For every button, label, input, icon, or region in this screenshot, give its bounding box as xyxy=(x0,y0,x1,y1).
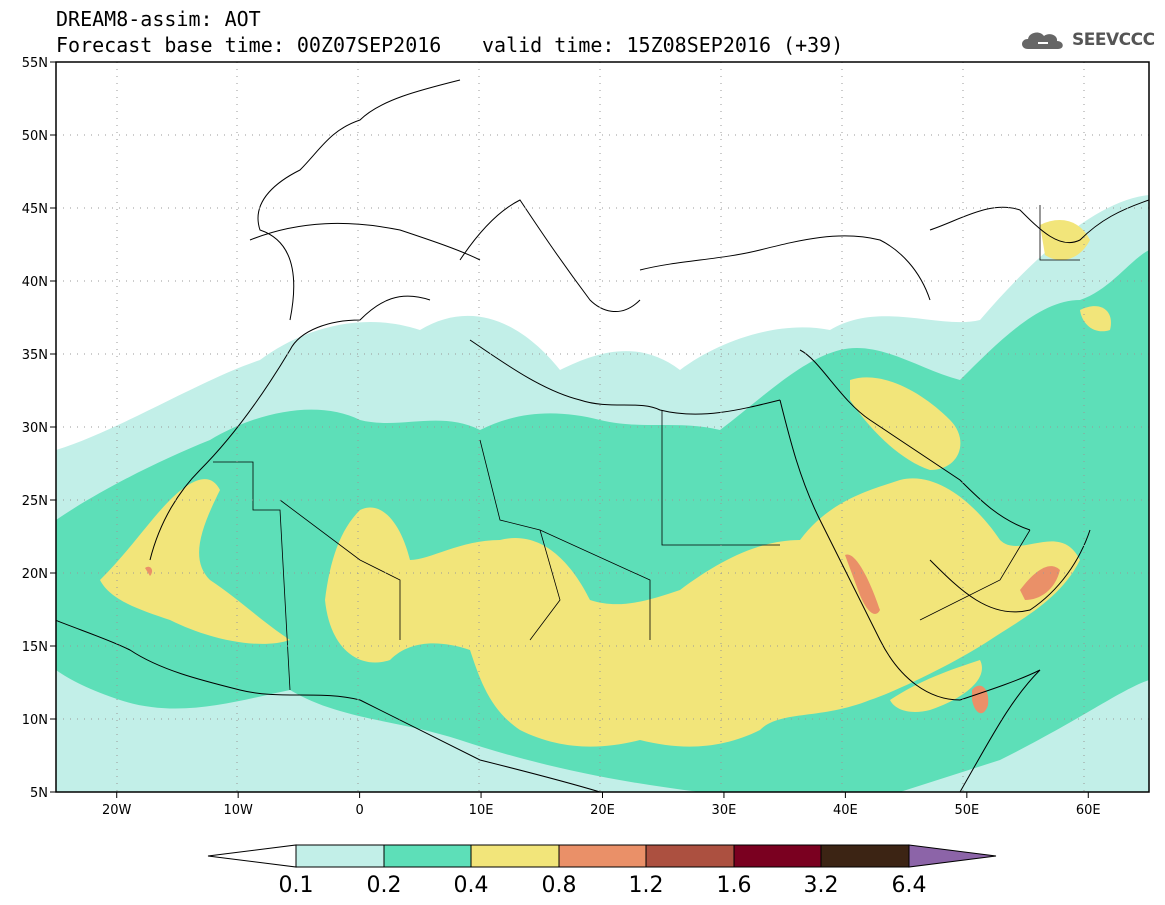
seevccc-logo: SEEVCCC xyxy=(1018,26,1155,54)
colorbar-label: 0.1 xyxy=(278,873,314,898)
gridlines xyxy=(56,62,1149,792)
colorbar xyxy=(207,844,997,868)
lat-tick-label: 40N xyxy=(22,275,48,290)
aot-band-0.4 xyxy=(1080,306,1111,332)
lat-tick-label: 15N xyxy=(22,640,48,655)
colorbar-swatch xyxy=(470,844,560,868)
colorbar-arrow-low xyxy=(207,844,297,868)
colorbar-label: 0.2 xyxy=(366,873,402,898)
axis-ticks: 20W 10W 0 10E 20E 30E 40E 50E 60E 55N 50N 45N 40N 35N… xyxy=(22,56,1101,818)
lon-tick-label: 50E xyxy=(954,803,979,818)
aot-band-0.8 xyxy=(145,566,153,576)
lon-tick-label: 10E xyxy=(469,803,494,818)
aot-band-0.4 xyxy=(325,478,1080,747)
colorbar-label: 1.2 xyxy=(628,873,664,898)
lat-tick-label: 25N xyxy=(22,494,48,509)
aot-band-0.8 xyxy=(845,554,880,614)
forecast-base-time: Forecast base time: 00Z07SEP2016 xyxy=(56,33,442,57)
lat-tick-label: 35N xyxy=(22,348,48,363)
lat-tick-label: 45N xyxy=(22,202,48,217)
lon-tick-label: 10W xyxy=(223,803,253,818)
colorbar-swatch xyxy=(558,844,647,868)
lat-tick-label: 50N xyxy=(22,129,48,144)
lon-tick-label: 60E xyxy=(1076,803,1101,818)
colorbar-label: 0.8 xyxy=(541,873,577,898)
aot-band-0.4 xyxy=(890,660,982,712)
aot-band-0.4 xyxy=(100,479,290,644)
colorbar-label: 0.4 xyxy=(453,873,489,898)
colorbar-swatch xyxy=(295,844,385,868)
lon-tick-label: 20W xyxy=(102,803,132,818)
lat-tick-label: 10N xyxy=(22,713,48,728)
lat-tick-label: 55N xyxy=(22,56,48,71)
aot-band-0.8 xyxy=(972,685,989,714)
colorbar-label: 6.4 xyxy=(891,873,927,898)
lat-tick-label: 30N xyxy=(22,421,48,436)
colorbar-label: 3.2 xyxy=(803,873,839,898)
lat-tick-label: 5N xyxy=(30,786,48,801)
aot-band-0.8 xyxy=(1020,566,1060,600)
colorbar-swatch xyxy=(733,844,822,868)
colorbar-swatch xyxy=(383,844,472,868)
colorbar-label: 1.6 xyxy=(716,873,752,898)
aot-band-0.4 xyxy=(850,377,961,470)
lon-tick-label: 0 xyxy=(355,803,363,818)
country-borders xyxy=(213,205,1080,691)
lon-tick-label: 20E xyxy=(590,803,615,818)
logo-text: SEEVCCC xyxy=(1072,30,1155,50)
coastlines xyxy=(56,79,1149,792)
colorbar-arrow-high xyxy=(908,844,997,868)
map-title: DREAM8-assim: AOT xyxy=(56,7,261,31)
lon-tick-label: 30E xyxy=(712,803,737,818)
lon-tick-label: 40E xyxy=(833,803,858,818)
colorbar-swatch xyxy=(820,844,910,868)
cloud-icon xyxy=(1022,32,1063,49)
lat-tick-label: 20N xyxy=(22,567,48,582)
colorbar-swatch xyxy=(645,844,735,868)
valid-time: valid time: 15Z08SEP2016 (+39) xyxy=(482,33,844,57)
aot-band-0.4 xyxy=(1040,220,1090,260)
